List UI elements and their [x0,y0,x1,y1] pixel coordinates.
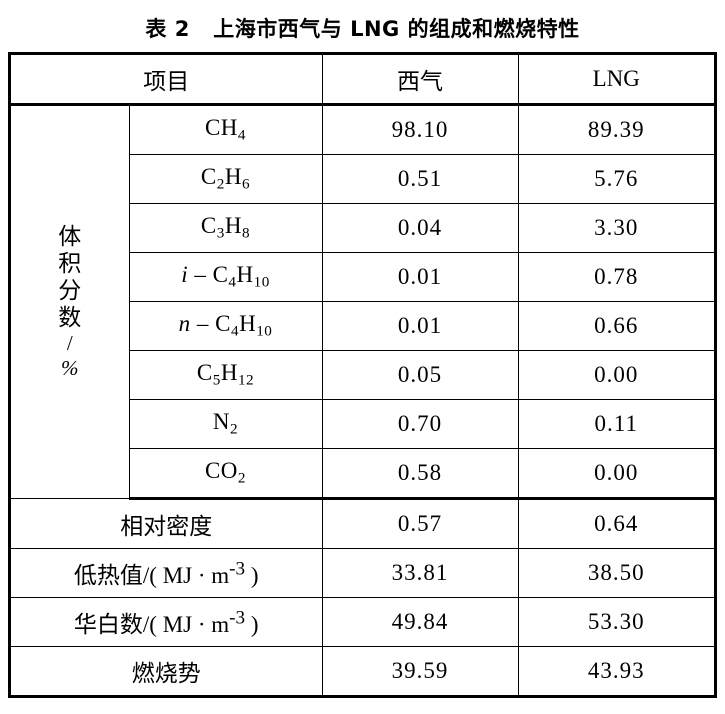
composition-table: 项目 西气 LNG 体 积 分 数 / % CH4 98.10 89.39 [11,55,714,695]
footer-label-1: 低热值/( MJ · m-3 ) [11,548,323,598]
group-label-char-4: 数 [58,305,82,331]
table-caption: 表 2 上海市西气与 LNG 的组成和燃烧特性 [145,17,580,41]
row-xq-3: 0.01 [321,252,519,302]
footer-label-2: 华白数/( MJ · m-3 ) [11,597,323,647]
row-lng-4: 0.66 [517,301,714,351]
table-container: 项目 西气 LNG 体 积 分 数 / % CH4 98.10 89.39 [8,52,717,698]
footer-lng-2: 53.30 [517,597,714,647]
table-row: 低热值/( MJ · m-3 ) 33.81 38.50 [11,548,714,598]
row-species-0: CH4 [128,104,323,155]
header-xiqi: 西气 [321,55,519,106]
group-label-unit: % [61,356,79,381]
group-label-char-3: 分 [58,278,82,304]
footer-xq-1: 33.81 [321,548,519,598]
table-row: N2 0.70 0.11 [11,399,714,449]
group-label-volume-fraction: 体 积 分 数 / % [11,104,130,499]
table-row: i – C4H10 0.01 0.78 [11,252,714,302]
table-header-row: 项目 西气 LNG [11,55,714,106]
footer-xq-2: 49.84 [321,597,519,647]
table-row: 燃烧势 39.59 43.93 [11,646,714,695]
row-lng-3: 0.78 [517,252,714,302]
table-row: 体 积 分 数 / % CH4 98.10 89.39 [11,104,714,499]
footer-lng-0: 0.64 [517,498,714,549]
table-row: C2H6 0.51 5.76 [11,154,714,204]
group-label-char-1: 体 [58,223,82,249]
row-lng-0: 89.39 [517,104,714,155]
table-row: C5H12 0.05 0.00 [11,350,714,400]
row-xq-7: 0.58 [321,448,519,500]
footer-lng-3: 43.93 [517,646,714,695]
row-xq-4: 0.01 [321,301,519,351]
table-body: 项目 西气 LNG 体 积 分 数 / % CH4 98.10 89.39 [11,55,714,695]
table-row: 华白数/( MJ · m-3 ) 49.84 53.30 [11,597,714,647]
row-lng-1: 5.76 [517,154,714,204]
group-label-char-2: 积 [58,251,82,277]
row-species-2: C3H8 [129,203,323,253]
footer-xq-3: 39.59 [321,646,519,695]
row-species-7: CO2 [129,448,323,500]
header-item: 项目 [11,55,323,106]
row-species-5: C5H12 [129,350,323,400]
row-species-1: C2H6 [129,154,323,204]
table-row: 相对密度 0.57 0.64 [11,498,714,549]
row-xq-2: 0.04 [321,203,519,253]
table-row: C3H8 0.04 3.30 [11,203,714,253]
row-lng-2: 3.30 [517,203,714,253]
footer-label-0: 相对密度 [11,498,323,549]
row-xq-1: 0.51 [321,154,519,204]
row-xq-5: 0.05 [321,350,519,400]
table-row: CO2 0.58 0.00 [11,448,714,500]
table-row: n – C4H10 0.01 0.66 [11,301,714,351]
row-lng-5: 0.00 [517,350,714,400]
row-species-3: i – C4H10 [129,252,323,302]
footer-xq-0: 0.57 [321,498,519,549]
row-xq-0: 98.10 [321,104,519,155]
row-lng-7: 0.00 [517,448,714,500]
row-lng-6: 0.11 [517,399,714,449]
group-label-slash: / [66,331,73,356]
footer-lng-1: 38.50 [517,548,714,598]
row-species-4: n – C4H10 [129,301,323,351]
row-xq-6: 0.70 [321,399,519,449]
footer-label-3: 燃烧势 [11,646,323,695]
header-lng: LNG [517,55,714,106]
row-species-6: N2 [129,399,323,449]
